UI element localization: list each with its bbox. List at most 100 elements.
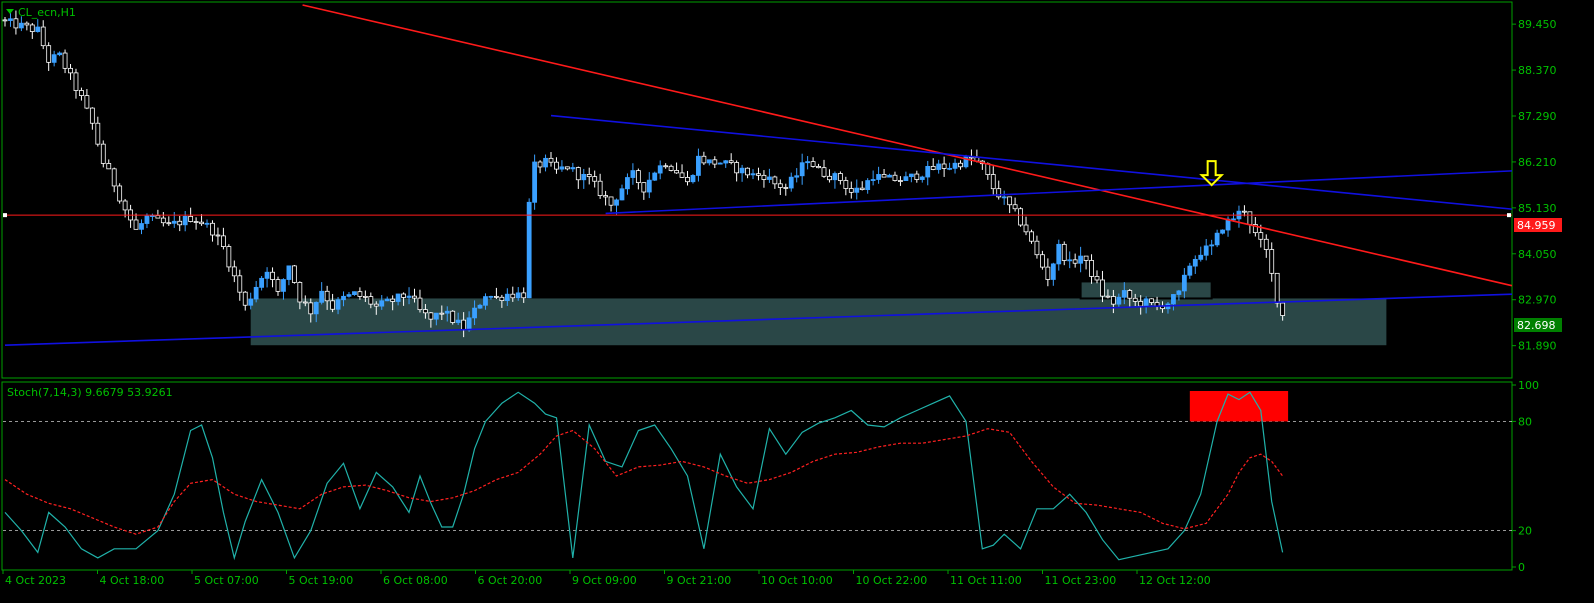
candle-body (876, 174, 881, 180)
candle-body (439, 312, 445, 315)
stochastic-pane[interactable]: 100 80 20 0 Stoch(7,14,3) 9.6679 53.9261 (1, 379, 1539, 574)
trendline-long-support[interactable] (4, 293, 1513, 347)
line-handle-left[interactable] (3, 213, 7, 218)
candle-body (488, 295, 494, 298)
candle-body (1127, 290, 1133, 299)
time-tick-label: 4 Oct 18:00 (100, 574, 165, 587)
candle-body (73, 72, 79, 91)
trendline-upper-channel[interactable] (550, 114, 1513, 210)
candle-body (570, 167, 576, 170)
candle-body (341, 295, 346, 301)
candle-body (597, 180, 603, 196)
candle-body (641, 182, 647, 193)
overbought-box[interactable] (1189, 391, 1289, 422)
candle-body (1274, 272, 1280, 304)
candle-body (286, 265, 292, 280)
candle-body (1023, 224, 1029, 233)
candle-body (756, 173, 761, 176)
candle-body (188, 215, 194, 222)
candle-body (133, 219, 139, 230)
candle-body (1040, 254, 1045, 268)
candle-body (679, 172, 685, 178)
price-pane-frame (1, 1, 1513, 379)
time-tick-label: 12 Oct 12:00 (1139, 574, 1211, 587)
candle-body (297, 282, 303, 303)
candle-body (537, 161, 543, 168)
trendline-resistance[interactable] (302, 4, 1513, 287)
candle-body (150, 215, 155, 217)
candle-body (1231, 218, 1236, 221)
price-pane[interactable]: 89.450 88.370 87.290 86.210 85.130 84.050 82.9… (1, 1, 1557, 379)
candle-body (1192, 258, 1198, 267)
stoch-tick-label: 0 (1518, 561, 1525, 574)
candle-body (832, 173, 838, 181)
candle-body (581, 173, 587, 181)
candle-body (226, 246, 232, 268)
candle-body (412, 295, 417, 299)
candle-body (106, 163, 112, 170)
candle-body (160, 217, 166, 224)
candle-body (89, 107, 95, 124)
candle-body (444, 310, 450, 314)
candle-body (319, 290, 325, 303)
candle-body (586, 173, 592, 178)
candle-body (406, 295, 412, 298)
price-tick-label: 81.890 (1518, 340, 1557, 353)
candle-body (996, 188, 1002, 198)
candle-body (483, 296, 488, 306)
candle-body (46, 45, 52, 63)
candle-body (504, 293, 510, 302)
candle-body (870, 179, 876, 181)
candle-body (1280, 302, 1286, 316)
candle-body (930, 166, 936, 170)
candle-body (8, 18, 13, 21)
price-tick-label: 85.130 (1518, 202, 1557, 215)
candle-body (685, 176, 690, 183)
sell-arrow-icon[interactable] (1199, 160, 1225, 187)
time-tick-label: 11 Oct 23:00 (1045, 574, 1117, 587)
candle-body (827, 175, 832, 181)
candle-body (40, 26, 46, 47)
candle-body (1242, 210, 1247, 213)
candle-body (313, 301, 319, 315)
price-tick-label: 84.050 (1518, 248, 1557, 261)
candle-body (1187, 265, 1193, 276)
time-tick-label: 6 Oct 20:00 (478, 574, 543, 587)
candle-body (166, 222, 172, 225)
candle-body (941, 163, 947, 169)
candle-body (308, 302, 314, 315)
trendline-lower-channel[interactable] (605, 170, 1513, 215)
candle-body (887, 174, 892, 178)
line-handle-right[interactable] (1507, 213, 1511, 218)
time-tick-label: 11 Oct 11:00 (950, 574, 1022, 587)
candle-body (1050, 263, 1056, 280)
candle-body (100, 143, 106, 164)
bid-price-value: 82.698 (1517, 319, 1556, 332)
candle-body (1209, 244, 1215, 247)
candle-body (646, 179, 652, 193)
candle-body (865, 180, 871, 190)
candle-body (810, 161, 816, 167)
candle-body (734, 162, 740, 174)
candle-body (171, 220, 177, 224)
candle-body (712, 159, 718, 165)
candle-body (881, 174, 887, 178)
candle-body (821, 167, 827, 177)
support-zone[interactable] (250, 298, 1387, 346)
candle-body (788, 176, 794, 189)
candle-body (925, 166, 931, 178)
candle-body (859, 187, 865, 190)
candle-body (1138, 301, 1144, 307)
candle-body (324, 290, 330, 302)
candle-body (433, 312, 439, 320)
candle-body (717, 162, 723, 165)
candle-body (952, 162, 958, 169)
candle-body (908, 173, 914, 178)
candle-body (521, 292, 527, 299)
candle-body (674, 170, 679, 174)
candle-body (554, 161, 559, 170)
current-price-badge: 84.959 (1514, 218, 1562, 232)
candle-body (630, 170, 636, 178)
candle-body (1067, 259, 1073, 262)
